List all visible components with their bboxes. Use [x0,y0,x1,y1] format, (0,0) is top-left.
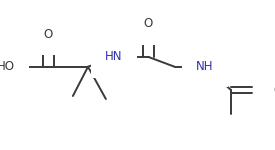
Text: O: O [274,84,275,96]
Text: NH: NH [196,60,214,73]
Text: HO: HO [0,60,15,73]
Text: O: O [144,18,153,30]
Text: O: O [43,28,53,41]
Text: HN: HN [105,51,123,63]
